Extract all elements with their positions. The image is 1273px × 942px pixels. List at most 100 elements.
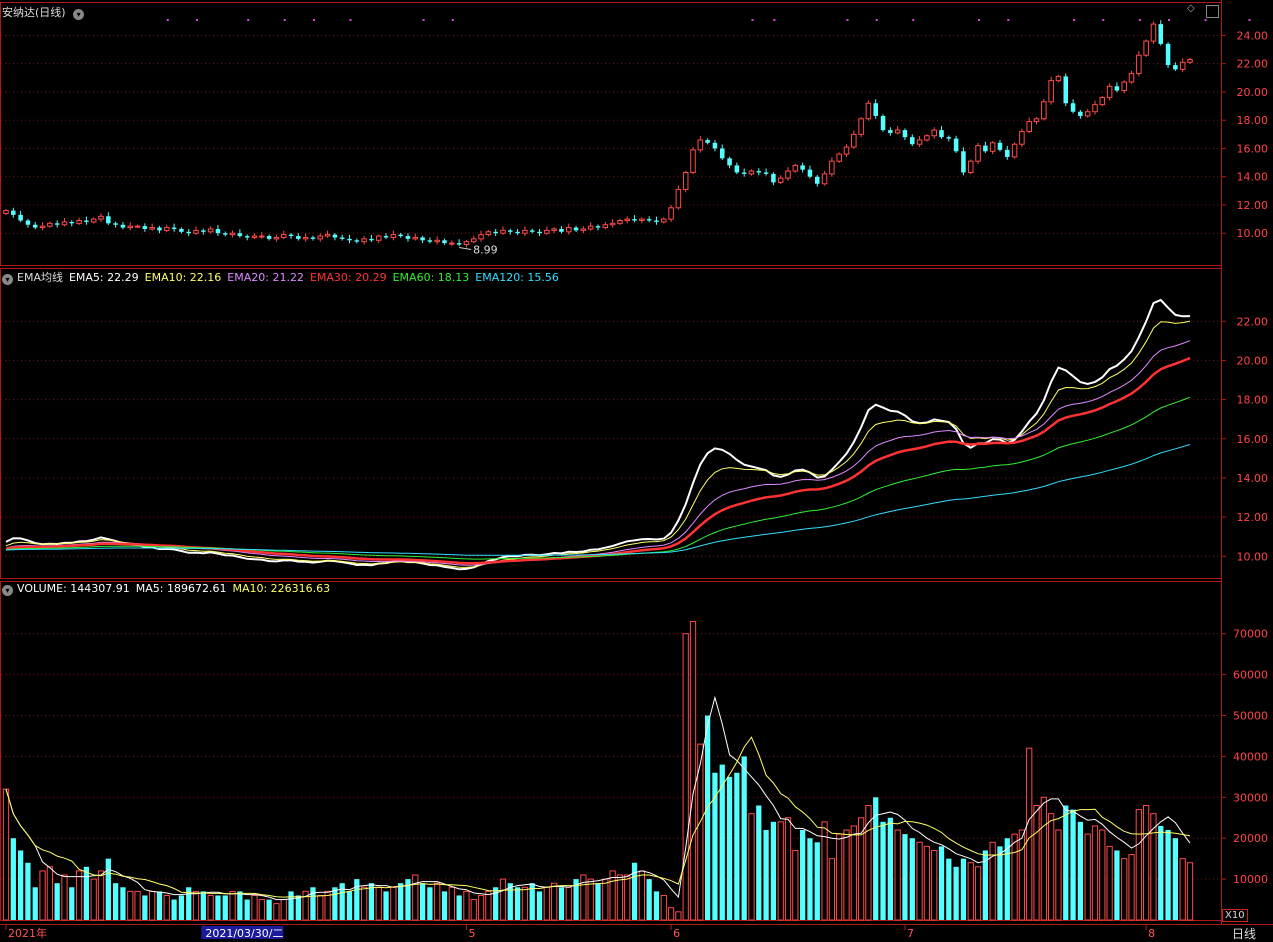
volume-bar [69,887,75,920]
volume-bar [974,866,982,921]
candle-body [1055,75,1062,82]
volume-bar [748,813,755,921]
ema-line-ema5 [5,298,1191,571]
volume-bar [682,633,689,921]
ema-tick-label: 10.00 [1237,550,1269,563]
candle-body [587,225,594,230]
volume-bar [251,894,258,921]
volume-bar [346,891,353,920]
candle-body [1026,121,1032,133]
volume-bar [741,756,747,920]
volume-bar [857,817,865,921]
candle-body [785,170,791,179]
volume-bar [419,883,426,920]
candle-body [967,160,974,173]
volume-bar [17,850,24,920]
chevron-down-icon[interactable]: ▾ [2,274,13,285]
candle-body [98,215,104,220]
window-restore-icon[interactable] [1206,5,1219,18]
candle-body [931,129,937,137]
volume-bar [602,878,609,921]
candle-body [485,231,492,236]
panel-frame [0,2,1222,266]
volume-bar [616,874,624,921]
candle-body [515,231,520,234]
candle-body [792,164,799,172]
candle-body [602,224,609,229]
diamond-icon[interactable]: ◇ [1187,3,1195,14]
chevron-down-icon[interactable]: ▾ [2,585,13,596]
volume-bar [784,817,792,921]
time-label: 2021年 [8,926,47,940]
volume-tick-label: 50000 [1233,710,1268,723]
candle-body [807,169,813,177]
volume-bar [800,830,806,920]
candle-body [559,228,564,232]
candle-body [500,229,506,234]
candle-body [544,229,550,234]
volume-bar [1026,747,1033,921]
volume-bar [25,862,31,920]
candle-body [54,223,60,225]
candle-body [193,229,199,234]
signal-marker [1248,19,1251,21]
volume-bar [894,829,901,921]
candle-body [741,172,747,174]
volume-bar [946,858,952,920]
volume-bar [587,878,594,921]
volume-bar [178,895,185,920]
volume-bar [1004,838,1010,920]
candle-body [84,220,89,222]
volume-bar [1040,796,1047,921]
candle-body [339,237,345,239]
volume-bar [171,899,177,920]
candle-body [617,220,623,224]
volume-bar [580,874,587,921]
volume-bar [1018,829,1026,921]
time-label: 2021/03/30/二 [205,927,283,940]
candle-body [829,160,835,175]
period-label[interactable]: 日线 [1232,927,1257,941]
signal-marker [875,19,878,21]
volume-bar [814,842,820,920]
volume-bar [163,894,170,921]
candle-body [1128,73,1135,83]
candle-body [127,225,134,229]
volume-bar [112,883,119,920]
candle-body [551,228,557,231]
candle-body [347,238,352,241]
volume-bar [1128,854,1135,921]
candle-body [288,234,294,237]
volume-bar [756,805,762,920]
volume-bar [441,891,448,920]
candle-body [961,151,966,173]
zoom-badge[interactable]: X10 [1222,909,1248,922]
candle-body [1041,101,1047,120]
candle-body [427,240,433,242]
volume-legend-1: MA5: 189672.61 [135,582,227,595]
volume-bar [258,899,265,921]
candle-body [76,220,82,224]
volume-bar [1150,813,1157,921]
volume-bar [1135,809,1142,921]
volume-bar [127,890,134,921]
volume-bar [354,879,360,920]
volume-bar [931,849,938,921]
signal-marker [773,19,776,21]
chevron-down-icon[interactable]: ▾ [73,9,85,20]
volume-bar [551,882,558,921]
volume-bar [222,895,228,920]
candle-body [207,228,214,233]
volume-bar [54,883,60,920]
ema-line-ema20 [5,340,1191,566]
price-annotation: 8.99 [473,243,498,256]
volume-bar [1143,804,1150,921]
candle-body [229,232,236,236]
volume-bar [1186,862,1194,921]
candle-body [1099,97,1106,106]
candle-body [420,237,425,241]
candle-body [595,226,601,228]
volume-bar [83,866,90,920]
candle-body [873,103,878,116]
